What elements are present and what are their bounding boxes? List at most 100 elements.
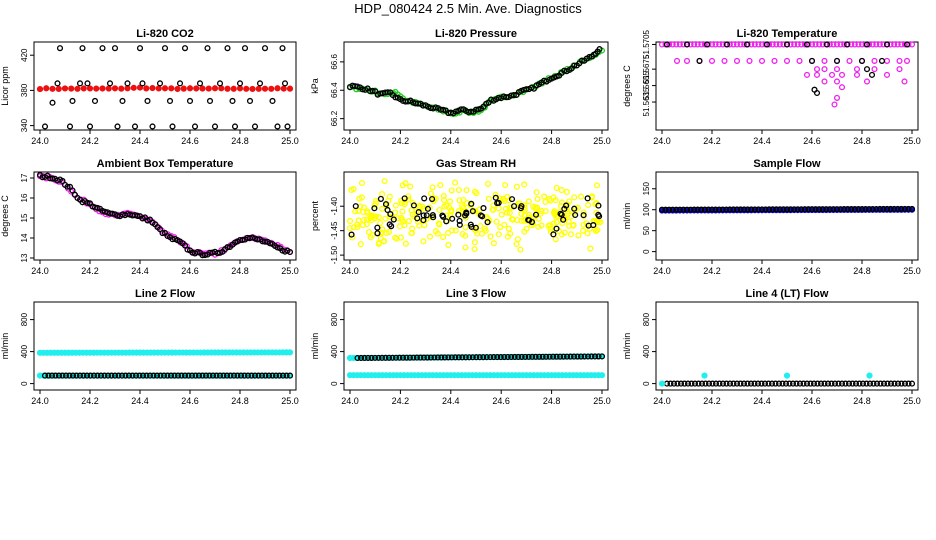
data-point <box>251 123 259 130</box>
data-point <box>381 178 388 185</box>
data-point <box>49 99 56 106</box>
data-point <box>375 214 382 221</box>
x-tick-label: 25.0 <box>593 396 611 406</box>
x-tick-label: 24.8 <box>543 266 561 276</box>
data-point <box>420 238 427 245</box>
data-point <box>452 227 459 234</box>
y-tick-label: 66.6 <box>330 54 339 70</box>
data-point <box>794 41 801 48</box>
data-point <box>557 353 564 360</box>
data-point <box>192 372 199 379</box>
data-point <box>880 380 888 387</box>
data-point <box>139 80 146 87</box>
data-point <box>218 85 225 92</box>
y-axis-label: degrees C <box>0 195 10 237</box>
x-tick-label: 24.4 <box>753 266 771 276</box>
data-point <box>522 353 529 360</box>
data-point <box>508 196 516 203</box>
data-point <box>776 206 783 213</box>
data-point <box>833 78 841 85</box>
data-point <box>350 224 357 231</box>
x-tick-label: 24.2 <box>81 396 99 406</box>
x-tick-label: 24.4 <box>442 136 460 146</box>
y-tick-label: 100 <box>642 202 651 216</box>
data-point <box>588 353 595 360</box>
data-point <box>887 205 894 212</box>
data-point <box>160 372 168 379</box>
data-point <box>523 86 530 93</box>
data-point <box>401 198 409 205</box>
data-point <box>506 197 513 204</box>
data-point <box>529 353 536 360</box>
x-tick-label: 25.0 <box>903 396 921 406</box>
data-point <box>111 45 119 52</box>
data-point <box>812 206 819 213</box>
data-point <box>398 214 405 221</box>
data-point <box>386 221 393 228</box>
data-point <box>883 57 891 64</box>
data-point <box>563 202 570 209</box>
data-point <box>863 41 871 48</box>
data-point <box>377 195 384 202</box>
data-point <box>392 202 399 209</box>
data-point <box>813 71 821 78</box>
data-point <box>471 246 478 253</box>
data-point <box>191 123 199 130</box>
data-point <box>417 354 424 361</box>
data-point <box>484 180 492 187</box>
data-point <box>751 206 758 213</box>
data-point <box>378 354 386 361</box>
data-point <box>421 195 428 202</box>
data-point <box>866 380 874 387</box>
data-point <box>755 41 762 48</box>
data-point <box>898 41 905 48</box>
data-point <box>744 380 751 387</box>
series-black <box>663 41 911 97</box>
data-point <box>662 206 669 213</box>
data-point <box>883 71 891 78</box>
data-point <box>91 97 99 105</box>
data-point <box>415 209 422 216</box>
data-point <box>472 207 479 215</box>
data-point <box>898 205 905 212</box>
series-yellow <box>346 178 604 253</box>
data-point <box>398 200 405 207</box>
data-point <box>831 101 838 108</box>
data-point <box>578 193 585 200</box>
data-point <box>896 66 903 73</box>
series-black <box>354 353 606 362</box>
data-point <box>396 354 403 361</box>
series-cyan-low <box>346 372 606 379</box>
data-point <box>508 215 515 223</box>
data-point <box>828 71 836 78</box>
data-point <box>52 372 59 379</box>
data-point <box>476 354 483 361</box>
data-point <box>358 354 365 362</box>
data-point <box>503 94 510 101</box>
data-point <box>377 220 384 227</box>
data-point <box>698 380 706 387</box>
plot-frame <box>343 41 609 131</box>
data-point <box>73 372 80 379</box>
panel-4: Ambient Box Temperature degrees C 24.0 24.2… <box>0 158 299 276</box>
data-point <box>877 380 884 387</box>
data-point <box>673 57 681 64</box>
series-black <box>41 45 291 130</box>
y-tick-label: 400 <box>20 344 29 358</box>
data-point <box>69 372 77 379</box>
data-point <box>708 57 716 64</box>
data-point <box>816 41 823 48</box>
data-point <box>376 239 383 246</box>
data-point <box>733 380 741 387</box>
data-point <box>514 216 521 224</box>
data-point <box>851 206 858 213</box>
data-point <box>673 206 680 213</box>
data-point <box>401 195 408 202</box>
data-point <box>535 223 542 230</box>
data-point <box>36 85 44 93</box>
data-point <box>280 85 287 92</box>
data-point <box>372 213 379 220</box>
data-point <box>514 236 521 243</box>
y-tick-label: 340 <box>20 118 29 132</box>
series-red <box>36 84 294 93</box>
